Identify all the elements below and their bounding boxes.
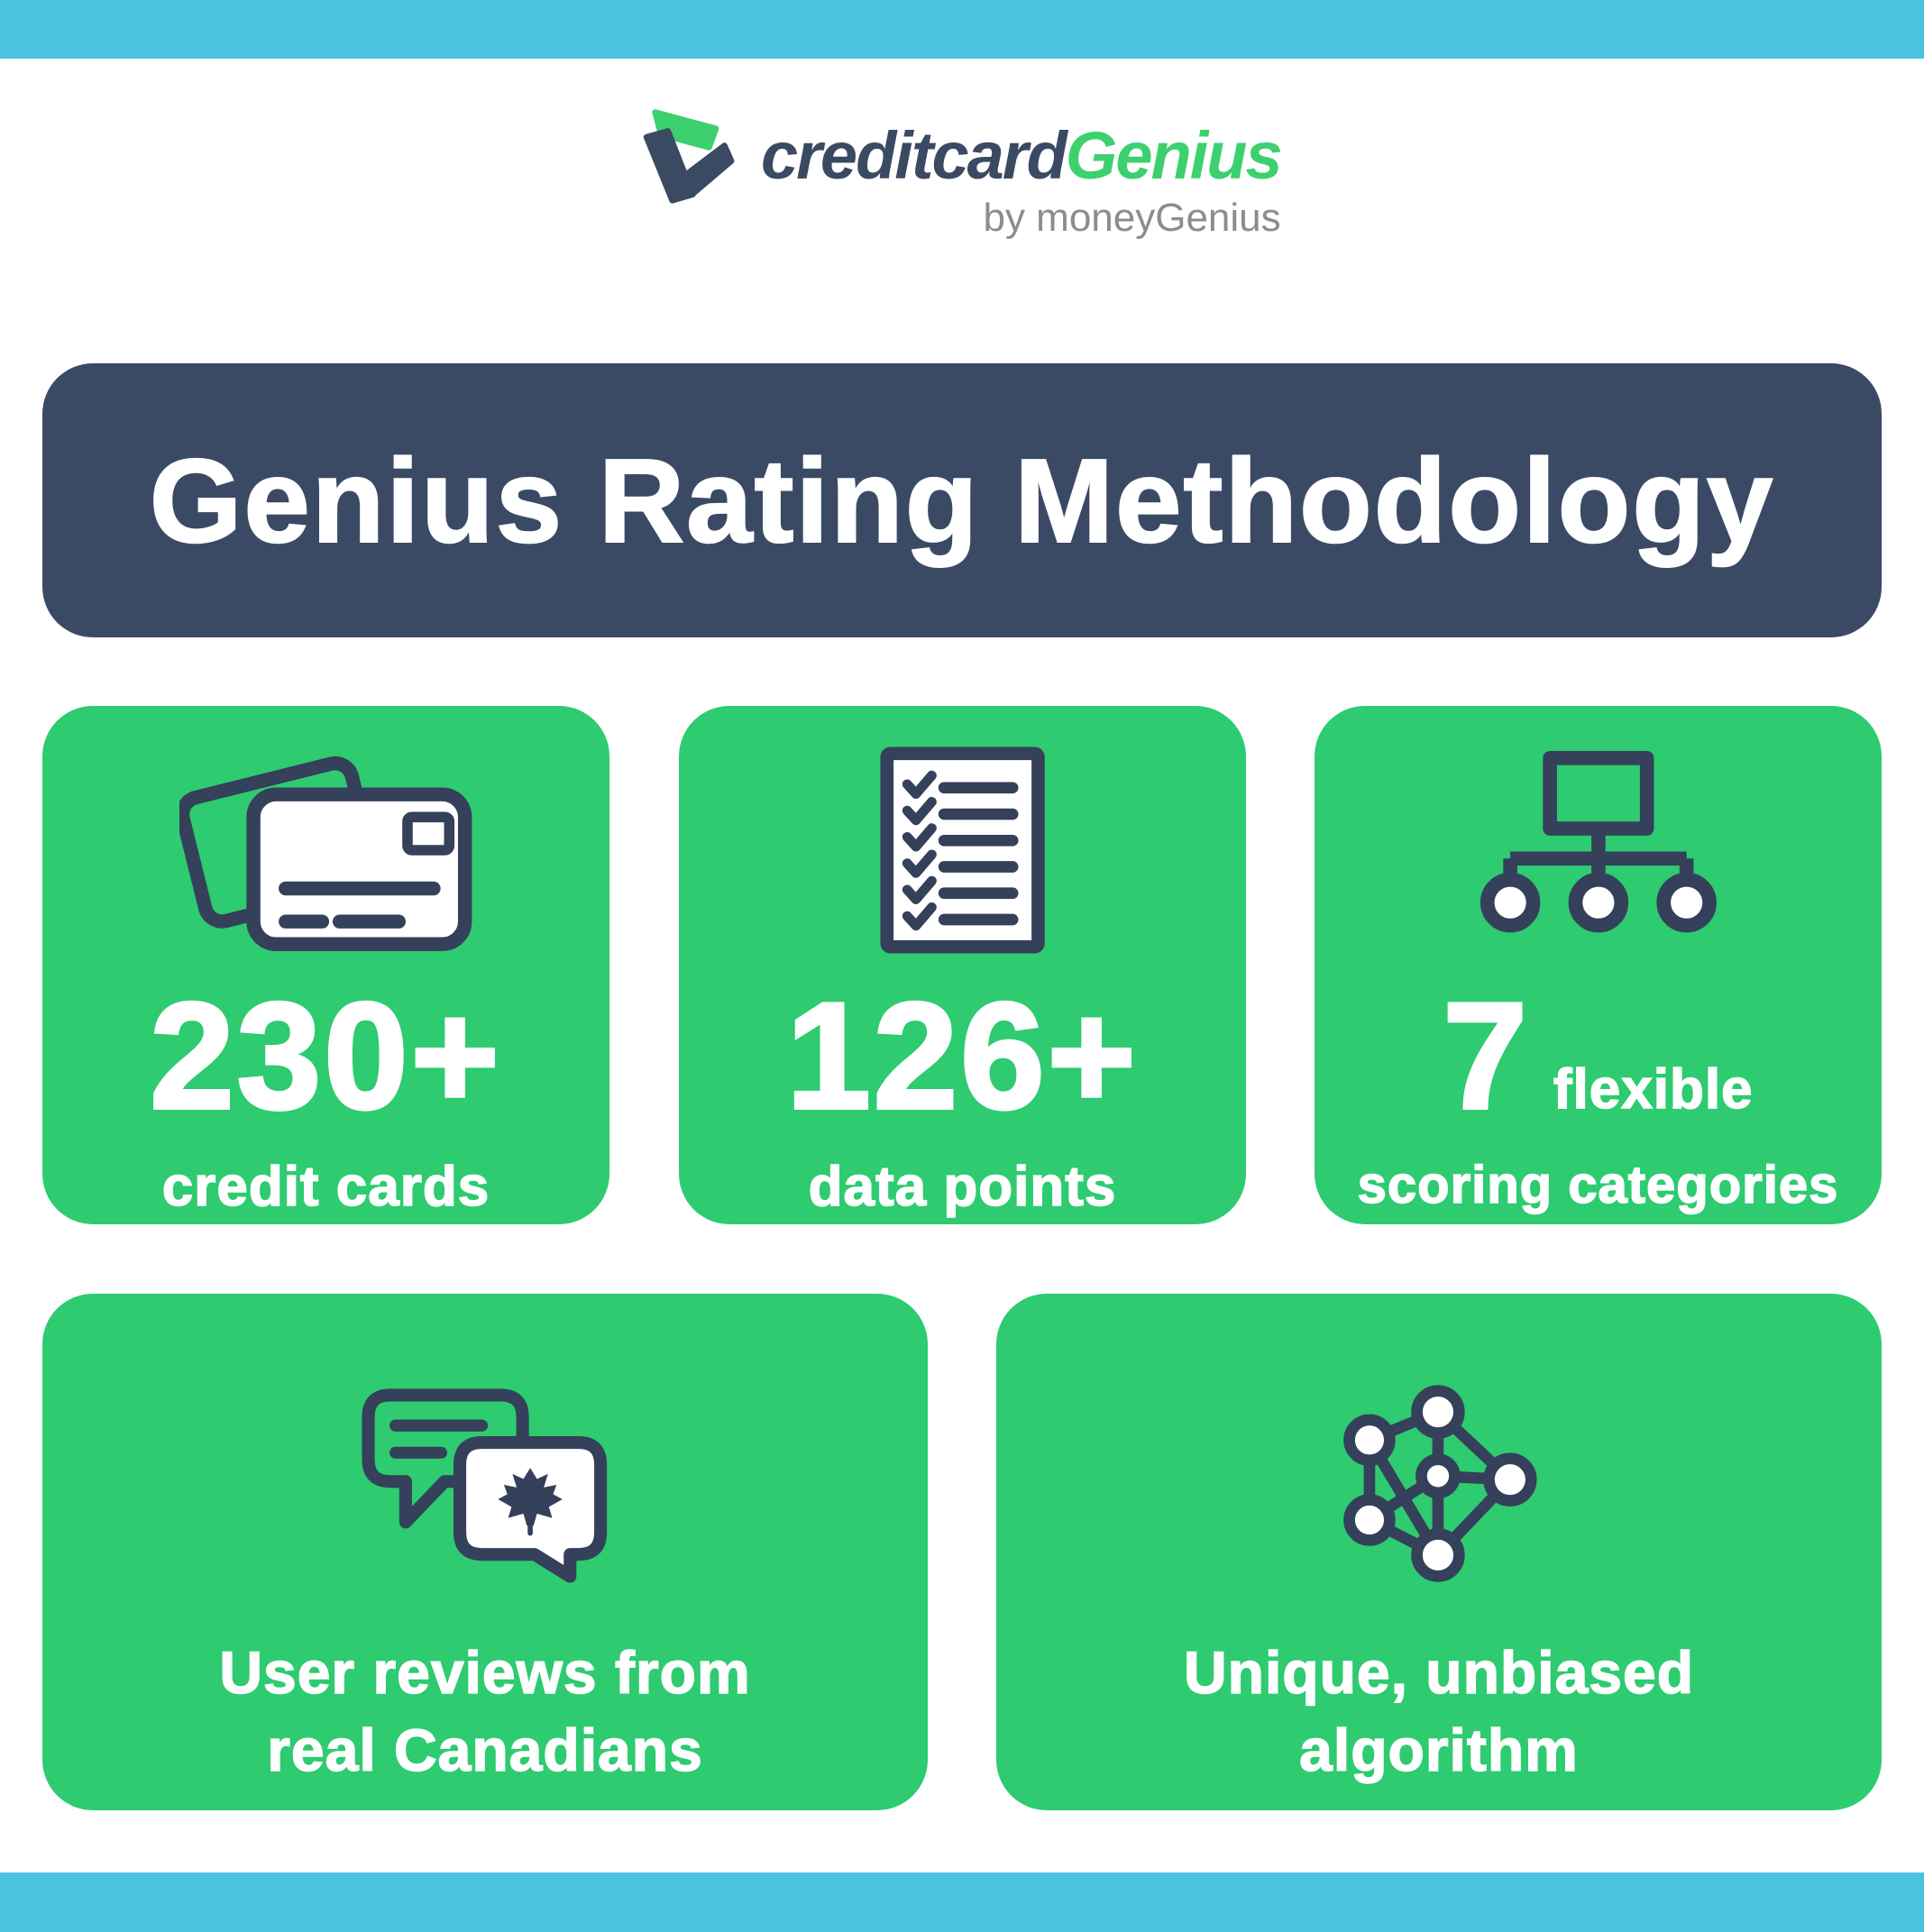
network-graph-icon (996, 1382, 1882, 1589)
feature-card-algorithm: Unique, unbiased algorithm (996, 1294, 1882, 1810)
stat-label: credit cards (161, 1155, 490, 1219)
feature-text-line1: User reviews from (219, 1638, 751, 1706)
hierarchy-icon (1315, 746, 1882, 955)
chat-maple-leaf-icon (42, 1382, 928, 1589)
top-border-bar (0, 0, 1924, 59)
stat-label: data points (808, 1155, 1117, 1219)
feature-text-line2: algorithm (1298, 1716, 1579, 1783)
stat-row: 7 flexible (1315, 971, 1882, 1140)
stat-value: 230+ (148, 971, 502, 1140)
feature-text: Unique, unbiased algorithm (996, 1634, 1882, 1790)
title-banner: Genius Rating Methodology (42, 363, 1882, 637)
brand-byline: by moneyGenius (983, 196, 1281, 240)
stat-card-data-points: 126+ data points (679, 706, 1246, 1224)
checklist-icon (679, 746, 1246, 955)
feature-text-line1: Unique, unbiased (1183, 1638, 1695, 1706)
stat-card-scoring-categories: 7 flexible scoring categories (1315, 706, 1882, 1224)
brand-wordmark: creditcardGenius (761, 123, 1283, 189)
brand-wordmark-suffix: Genius (1065, 118, 1283, 193)
feature-text: User reviews from real Canadians (42, 1634, 928, 1790)
credit-cards-icon (42, 746, 609, 955)
bottom-border-bar (0, 1872, 1924, 1932)
stat-suffix: flexible (1553, 1058, 1754, 1122)
feature-card-user-reviews: User reviews from real Canadians (42, 1294, 928, 1810)
stat-label: scoring categories (1357, 1155, 1839, 1215)
brand-wordmark-prefix: creditcard (760, 118, 1067, 193)
brand-logo: creditcardGenius by moneyGenius (643, 105, 1283, 240)
stat-value: 126+ (784, 971, 1139, 1140)
stat-card-credit-cards: 230+ credit cards (42, 706, 609, 1224)
brand-text-block: creditcardGenius by moneyGenius (761, 123, 1283, 240)
creditcardgenius-logo-icon (643, 105, 734, 206)
stat-value: 7 (1441, 971, 1530, 1140)
feature-text-line2: real Canadians (266, 1716, 703, 1783)
page-title: Genius Rating Methodology (149, 434, 1775, 568)
